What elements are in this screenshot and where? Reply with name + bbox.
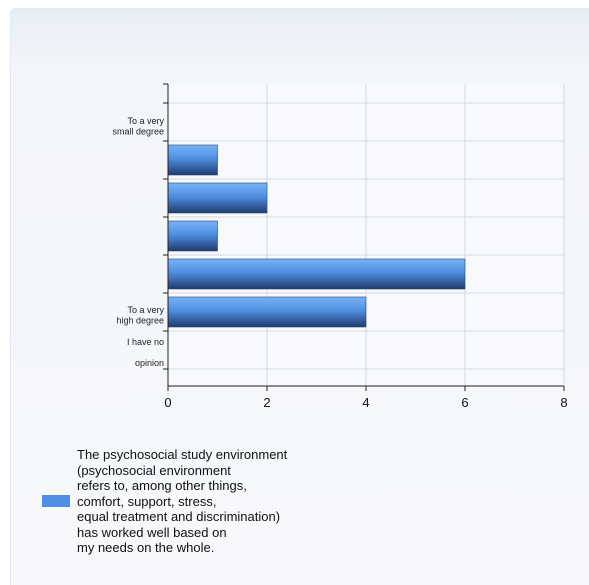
bar [167,296,367,328]
y-category-label-line: opinion [135,358,164,368]
y-category-label-line: small degree [112,127,164,137]
y-category-label-line: To a very [127,116,164,126]
bar [167,144,218,176]
y-category-label: To a very high degree [116,305,164,326]
bar [167,258,466,290]
x-tick-label: 8 [560,395,567,410]
legend-swatch [42,495,70,508]
y-category-label-line: To a very [127,305,164,315]
grid-lines [168,84,565,386]
x-tick-label: 6 [461,395,468,410]
legend-series-label: The psychosocial study environment (psyc… [77,447,288,555]
bars [167,144,466,328]
y-category-label: To a very small degree [112,116,164,137]
y-category-label: I have no opinion [127,337,164,368]
bar [167,182,268,214]
axes [163,83,565,391]
x-tick-label: 0 [164,395,171,410]
bar [167,220,218,252]
y-category-label-line: high degree [116,316,164,326]
legend: The psychosocial study environment (psyc… [42,447,337,556]
x-tick-label: 2 [263,395,270,410]
x-tick-label: 4 [362,395,369,410]
y-category-label-line: I have no [127,337,164,347]
